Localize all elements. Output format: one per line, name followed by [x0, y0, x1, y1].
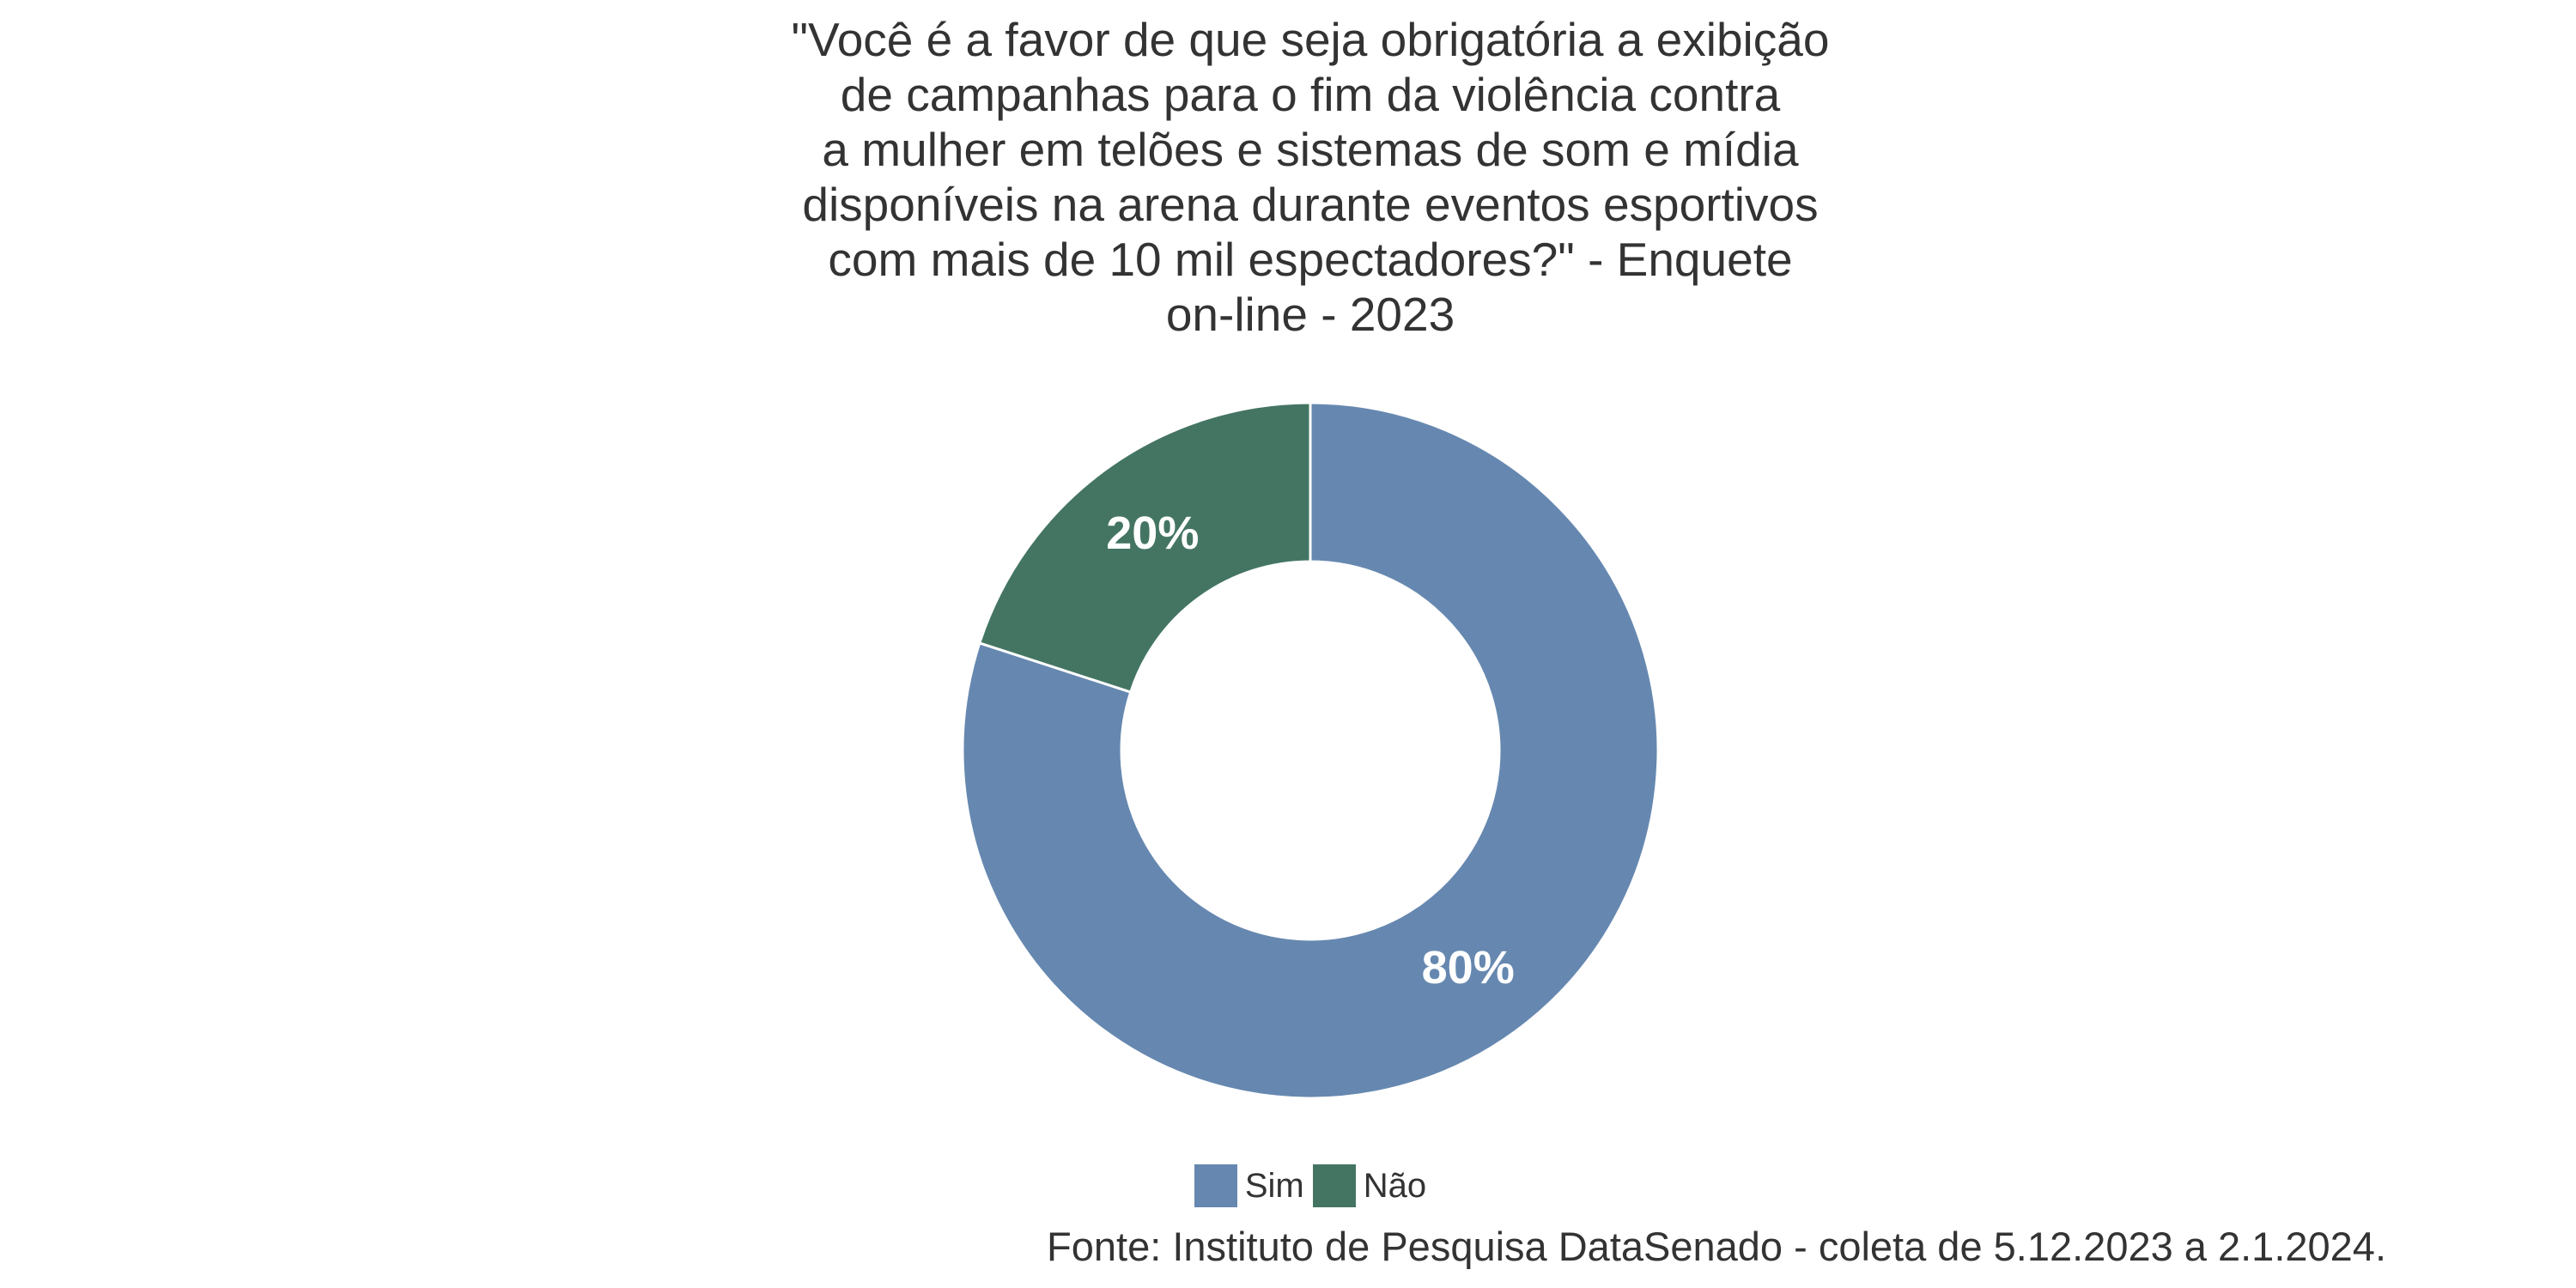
- chart-title-line-6: on-line - 2023: [1165, 288, 1455, 341]
- legend-swatch-sim: [1194, 1164, 1237, 1207]
- donut-slice-label-sim: 80%: [1422, 942, 1515, 993]
- chart-title-line-1: "Você é a favor de que seja obrigatória …: [791, 13, 1830, 66]
- source-caption: Fonte: Instituto de Pesquisa DataSenado …: [1047, 1224, 2386, 1269]
- donut-slice-label-nao: 20%: [1106, 507, 1199, 559]
- legend-label-nao: Não: [1363, 1167, 1427, 1205]
- donut-slice-sim: [961, 401, 1660, 1100]
- chart-title-line-5: com mais de 10 mil espectadores?" - Enqu…: [828, 233, 1793, 286]
- chart-title-line-2: de campanhas para o fim da violência con…: [840, 68, 1781, 121]
- chart-title-line-3: a mulher em telões e sistemas de som e m…: [822, 123, 1799, 176]
- chart-title-line-4: disponíveis na arena durante eventos esp…: [802, 178, 1819, 231]
- legend: Sim Não: [0, 1164, 2576, 1207]
- legend-label-sim: Sim: [1244, 1167, 1304, 1205]
- legend-item-nao: Não: [1312, 1164, 1427, 1207]
- donut-slice-nao: [977, 401, 1312, 694]
- legend-swatch-nao: [1312, 1164, 1356, 1207]
- legend-item-sim: Sim: [1194, 1164, 1304, 1207]
